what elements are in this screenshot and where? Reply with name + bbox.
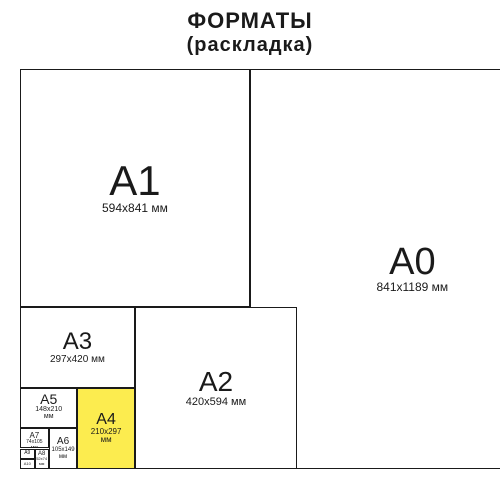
format-a5: A5148x210мм [20,388,77,428]
format-a6: A6105x149мм [49,428,78,469]
format-a7: A774x105мм [20,428,49,448]
format-a3: A3297x420 мм [20,307,135,388]
format-a9-name: A9 [24,451,30,456]
format-a3-name: A3 [63,330,92,354]
format-a5-name: A5 [40,392,57,406]
page-title: ФОРМАТЫ (раскладка) [0,0,500,57]
format-a1-name: A1 [109,160,160,202]
format-a1-dims: 594x841 мм [102,202,168,215]
format-a10-name: A10 [24,462,31,466]
paper-formats-diagram: A0841x1189 ммA1594x841 ммA2420x594 ммA32… [20,69,480,469]
format-a6-name: A6 [57,437,69,447]
title-line-1: ФОРМАТЫ [0,8,500,34]
format-a10: A10 [20,459,35,470]
format-a0-name: A0 [389,243,435,281]
format-a4-dims: 210x297мм [91,428,122,446]
format-a6-dims: 105x149мм [52,447,75,460]
format-a7-dims: 74x105мм [26,440,42,448]
format-a4-name: A4 [96,412,116,428]
format-a1: A1594x841 мм [20,69,250,307]
title-line-2: (раскладка) [0,34,500,57]
format-a8-dims: 52x74мм [36,457,47,466]
format-a0-dims: 841x1189 мм [377,281,449,294]
format-a2-name: A2 [199,368,233,396]
format-a9: A9 [20,449,35,459]
format-a2: A2420x594 мм [135,307,297,469]
format-a3-dims: 297x420 мм [50,354,105,365]
format-a2-dims: 420x594 мм [186,396,246,408]
format-a8: A852x74мм [35,449,49,470]
format-a4: A4210x297мм [77,388,134,469]
format-a5-dims: 148x210мм [35,406,62,421]
